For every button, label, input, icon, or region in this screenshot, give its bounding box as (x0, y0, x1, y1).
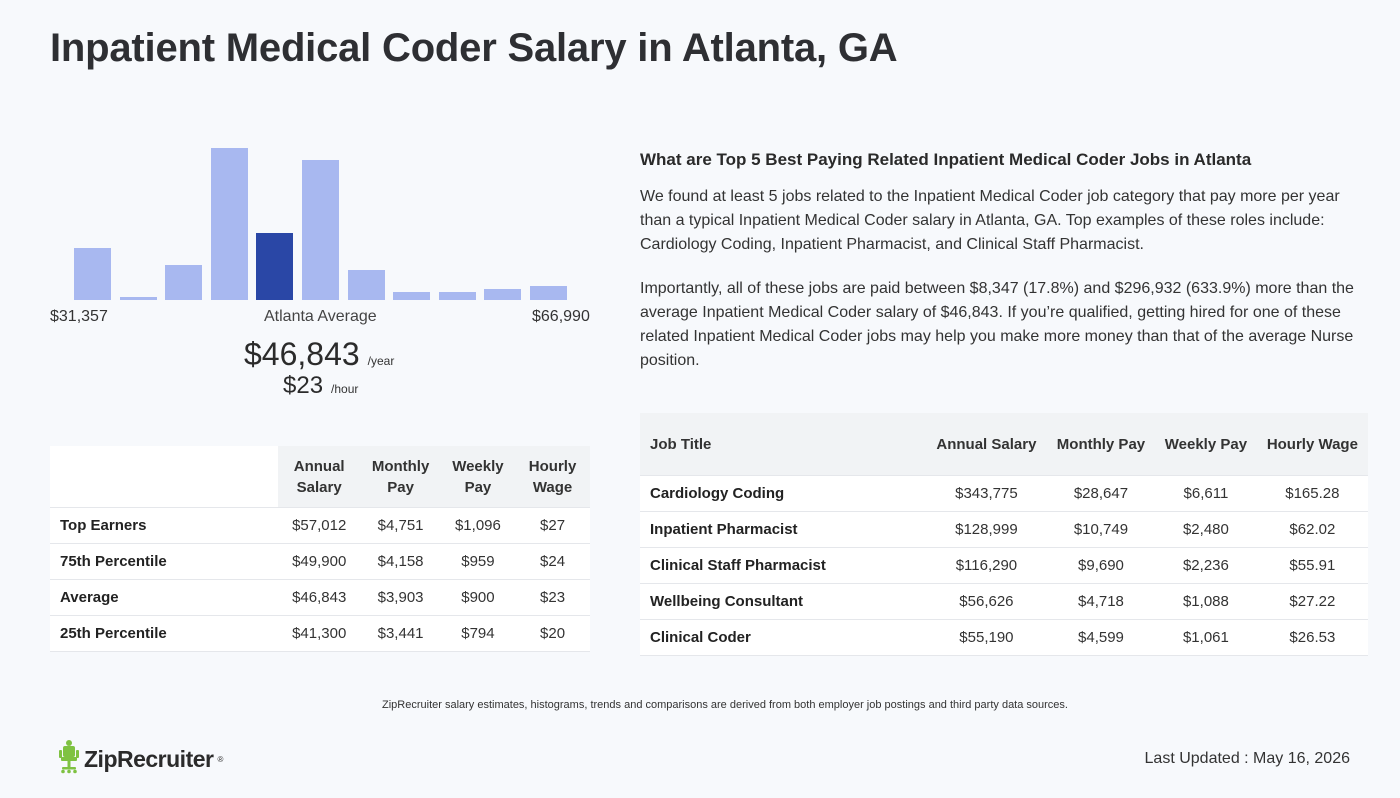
histogram-bar (484, 289, 522, 300)
header-monthly-pay: Monthly Pay (360, 446, 441, 508)
percentile-table: Annual Salary Monthly Pay Weekly Pay Hou… (50, 446, 590, 652)
header-hourly-wage: Hourly Wage (515, 446, 590, 508)
histogram-bar (210, 148, 248, 300)
logo-wordmark: ZipRecruiter (84, 746, 214, 772)
cell-weekly: $900 (440, 579, 516, 616)
job-title-cell: Cardiology Coding (640, 475, 926, 512)
header-monthly-pay: Monthly Pay (1046, 413, 1156, 476)
histogram-bar (119, 297, 157, 300)
average-hourly-value: $23 (283, 372, 324, 399)
cell-weekly: $794 (440, 615, 516, 652)
cell-annual: $41,300 (278, 615, 361, 652)
header-weekly-pay: Weekly Pay (440, 446, 516, 508)
salary-histogram (50, 130, 590, 300)
cell-hourly: $20 (515, 615, 590, 652)
job-title-cell: Clinical Coder (640, 619, 926, 656)
ziprecruiter-logo[interactable]: ZipRecruiter ® (58, 740, 223, 779)
last-updated: Last Updated : May 16, 2026 (1144, 750, 1350, 767)
table-row: 75th Percentile $49,900 $4,158 $959 $24 (50, 543, 590, 580)
job-title-cell: Inpatient Pharmacist (640, 511, 926, 548)
cell-hourly: $23 (515, 579, 590, 616)
cell-hourly: $26.53 (1256, 619, 1368, 656)
row-label: Average (50, 579, 278, 616)
table-row: Clinical Staff Pharmacist $116,290 $9,69… (640, 547, 1368, 584)
average-hourly: $23 /hour (283, 372, 358, 400)
header-annual-salary: Annual Salary (278, 446, 361, 508)
data-source-note: ZipRecruiter salary estimates, histogram… (382, 699, 1068, 711)
cell-hourly: $55.91 (1256, 547, 1368, 584)
cell-monthly: $4,599 (1046, 619, 1156, 656)
histogram-average-label: Atlanta Average (264, 308, 377, 325)
cell-weekly: $959 (440, 543, 516, 580)
related-jobs-table: Job Title Annual Salary Monthly Pay Week… (640, 413, 1368, 656)
page-title: Inpatient Medical Coder Salary in Atlant… (50, 26, 898, 70)
header-hourly-wage: Hourly Wage (1256, 413, 1368, 476)
job-title-cell: Clinical Staff Pharmacist (640, 547, 926, 584)
histogram-bar (302, 160, 339, 300)
cell-monthly: $28,647 (1046, 475, 1156, 512)
cell-weekly: $1,061 (1155, 619, 1257, 656)
table-row: Cardiology Coding $343,775 $28,647 $6,61… (640, 475, 1368, 512)
cell-annual: $128,999 (926, 511, 1047, 548)
cell-weekly: $2,480 (1155, 511, 1257, 548)
histogram-bar (530, 286, 567, 300)
histogram-bar (74, 248, 111, 300)
table-row: Clinical Coder $55,190 $4,599 $1,061 $26… (640, 619, 1368, 656)
row-label: 25th Percentile (50, 615, 278, 652)
cell-monthly: $3,903 (360, 579, 441, 616)
cell-monthly: $4,718 (1046, 583, 1156, 620)
cell-hourly: $165.28 (1256, 475, 1368, 512)
cell-weekly: $2,236 (1155, 547, 1257, 584)
cell-monthly: $4,158 (360, 543, 441, 580)
header-job-title: Job Title (640, 413, 926, 476)
cell-monthly: $4,751 (360, 507, 441, 544)
cell-weekly: $1,088 (1155, 583, 1257, 620)
cell-annual: $49,900 (278, 543, 361, 580)
chair-icon (58, 740, 80, 779)
average-hourly-unit: /hour (331, 382, 359, 396)
histogram-min-label: $31,357 (50, 308, 108, 325)
percentile-table-header: Annual Salary Monthly Pay Weekly Pay Hou… (50, 446, 590, 508)
histogram-max-label: $66,990 (532, 308, 590, 325)
average-yearly: $46,843 /year (244, 336, 394, 373)
average-yearly-unit: /year (367, 354, 395, 368)
header-weekly-pay: Weekly Pay (1155, 413, 1257, 476)
table-row: Wellbeing Consultant $56,626 $4,718 $1,0… (640, 583, 1368, 620)
table-row: Top Earners $57,012 $4,751 $1,096 $27 (50, 507, 590, 544)
cell-monthly: $9,690 (1046, 547, 1156, 584)
jobs-table-header: Job Title Annual Salary Monthly Pay Week… (640, 413, 1368, 476)
related-jobs-paragraph-1: We found at least 5 jobs related to the … (640, 188, 1340, 253)
row-label: 75th Percentile (50, 543, 278, 580)
histogram-bar (256, 233, 294, 300)
histogram-bar (165, 265, 203, 300)
related-jobs-paragraph-2: Importantly, all of these jobs are paid … (640, 280, 1354, 369)
cell-annual: $56,626 (926, 583, 1047, 620)
logo-registered-mark: ® (217, 755, 224, 764)
cell-annual: $57,012 (278, 507, 361, 544)
cell-annual: $343,775 (926, 475, 1047, 512)
cell-hourly: $27 (515, 507, 590, 544)
histogram-bar (347, 270, 385, 300)
table-row: Average $46,843 $3,903 $900 $23 (50, 579, 590, 616)
table-row: 25th Percentile $41,300 $3,441 $794 $20 (50, 615, 590, 652)
cell-weekly: $1,096 (440, 507, 516, 544)
cell-monthly: $3,441 (360, 615, 441, 652)
header-blank (50, 446, 278, 508)
cell-annual: $55,190 (926, 619, 1047, 656)
header-annual-salary: Annual Salary (926, 413, 1047, 476)
job-title-cell: Wellbeing Consultant (640, 583, 926, 620)
cell-hourly: $27.22 (1256, 583, 1368, 620)
cell-weekly: $6,611 (1155, 475, 1257, 512)
cell-hourly: $24 (515, 543, 590, 580)
histogram-bar (438, 292, 476, 300)
row-label: Top Earners (50, 507, 278, 544)
histogram-bar (393, 292, 431, 300)
cell-monthly: $10,749 (1046, 511, 1156, 548)
cell-annual: $46,843 (278, 579, 361, 616)
related-jobs-title: What are Top 5 Best Paying Related Inpat… (640, 150, 1252, 169)
cell-annual: $116,290 (926, 547, 1047, 584)
average-yearly-value: $46,843 (244, 336, 360, 372)
cell-hourly: $62.02 (1256, 511, 1368, 548)
table-row: Inpatient Pharmacist $128,999 $10,749 $2… (640, 511, 1368, 548)
